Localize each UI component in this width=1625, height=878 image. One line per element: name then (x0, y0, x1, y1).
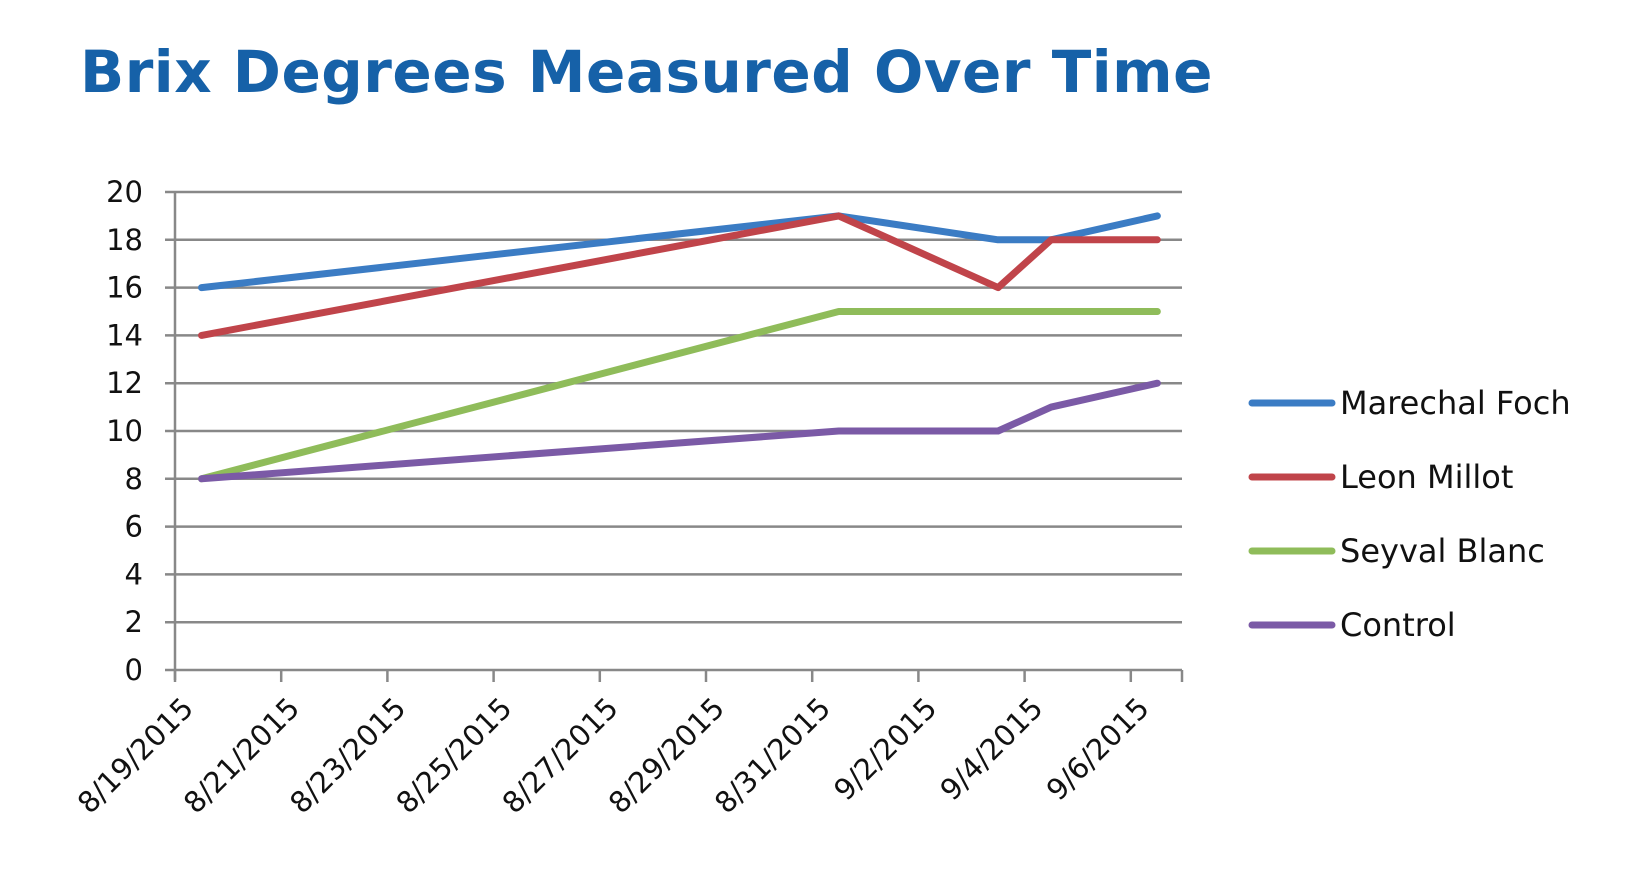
y-tick-label: 10 (106, 414, 143, 448)
legend-label: Leon Millot (1340, 458, 1513, 496)
x-tick-label: 8/31/2015 (708, 691, 837, 820)
chart-title: Brix Degrees Measured Over Time (80, 38, 1213, 106)
y-tick-label: 18 (106, 223, 143, 257)
y-tick-label: 6 (125, 510, 143, 544)
series-line-control (198, 379, 1161, 483)
y-tick-label: 12 (106, 366, 143, 400)
legend-label: Control (1340, 606, 1456, 644)
y-tick-label: 14 (106, 318, 143, 352)
y-tick-label: 4 (125, 557, 143, 591)
y-tick-label: 8 (125, 462, 143, 496)
series-line-seyval-blanc (198, 308, 1161, 483)
legend-label: Seyval Blanc (1340, 532, 1545, 570)
x-tick-label: 9/6/2015 (1040, 691, 1156, 807)
series-line-marechal-foch (198, 212, 1161, 292)
y-tick-label: 20 (106, 175, 143, 209)
x-tick-label: 9/4/2015 (933, 691, 1049, 807)
y-tick-label: 2 (125, 605, 143, 639)
y-tick-label: 16 (106, 271, 143, 305)
y-tick-label: 0 (125, 653, 143, 687)
series-line-leon-millot (198, 212, 1161, 339)
x-tick-label: 9/2/2015 (827, 691, 943, 807)
legend-label: Marechal Foch (1340, 384, 1571, 422)
